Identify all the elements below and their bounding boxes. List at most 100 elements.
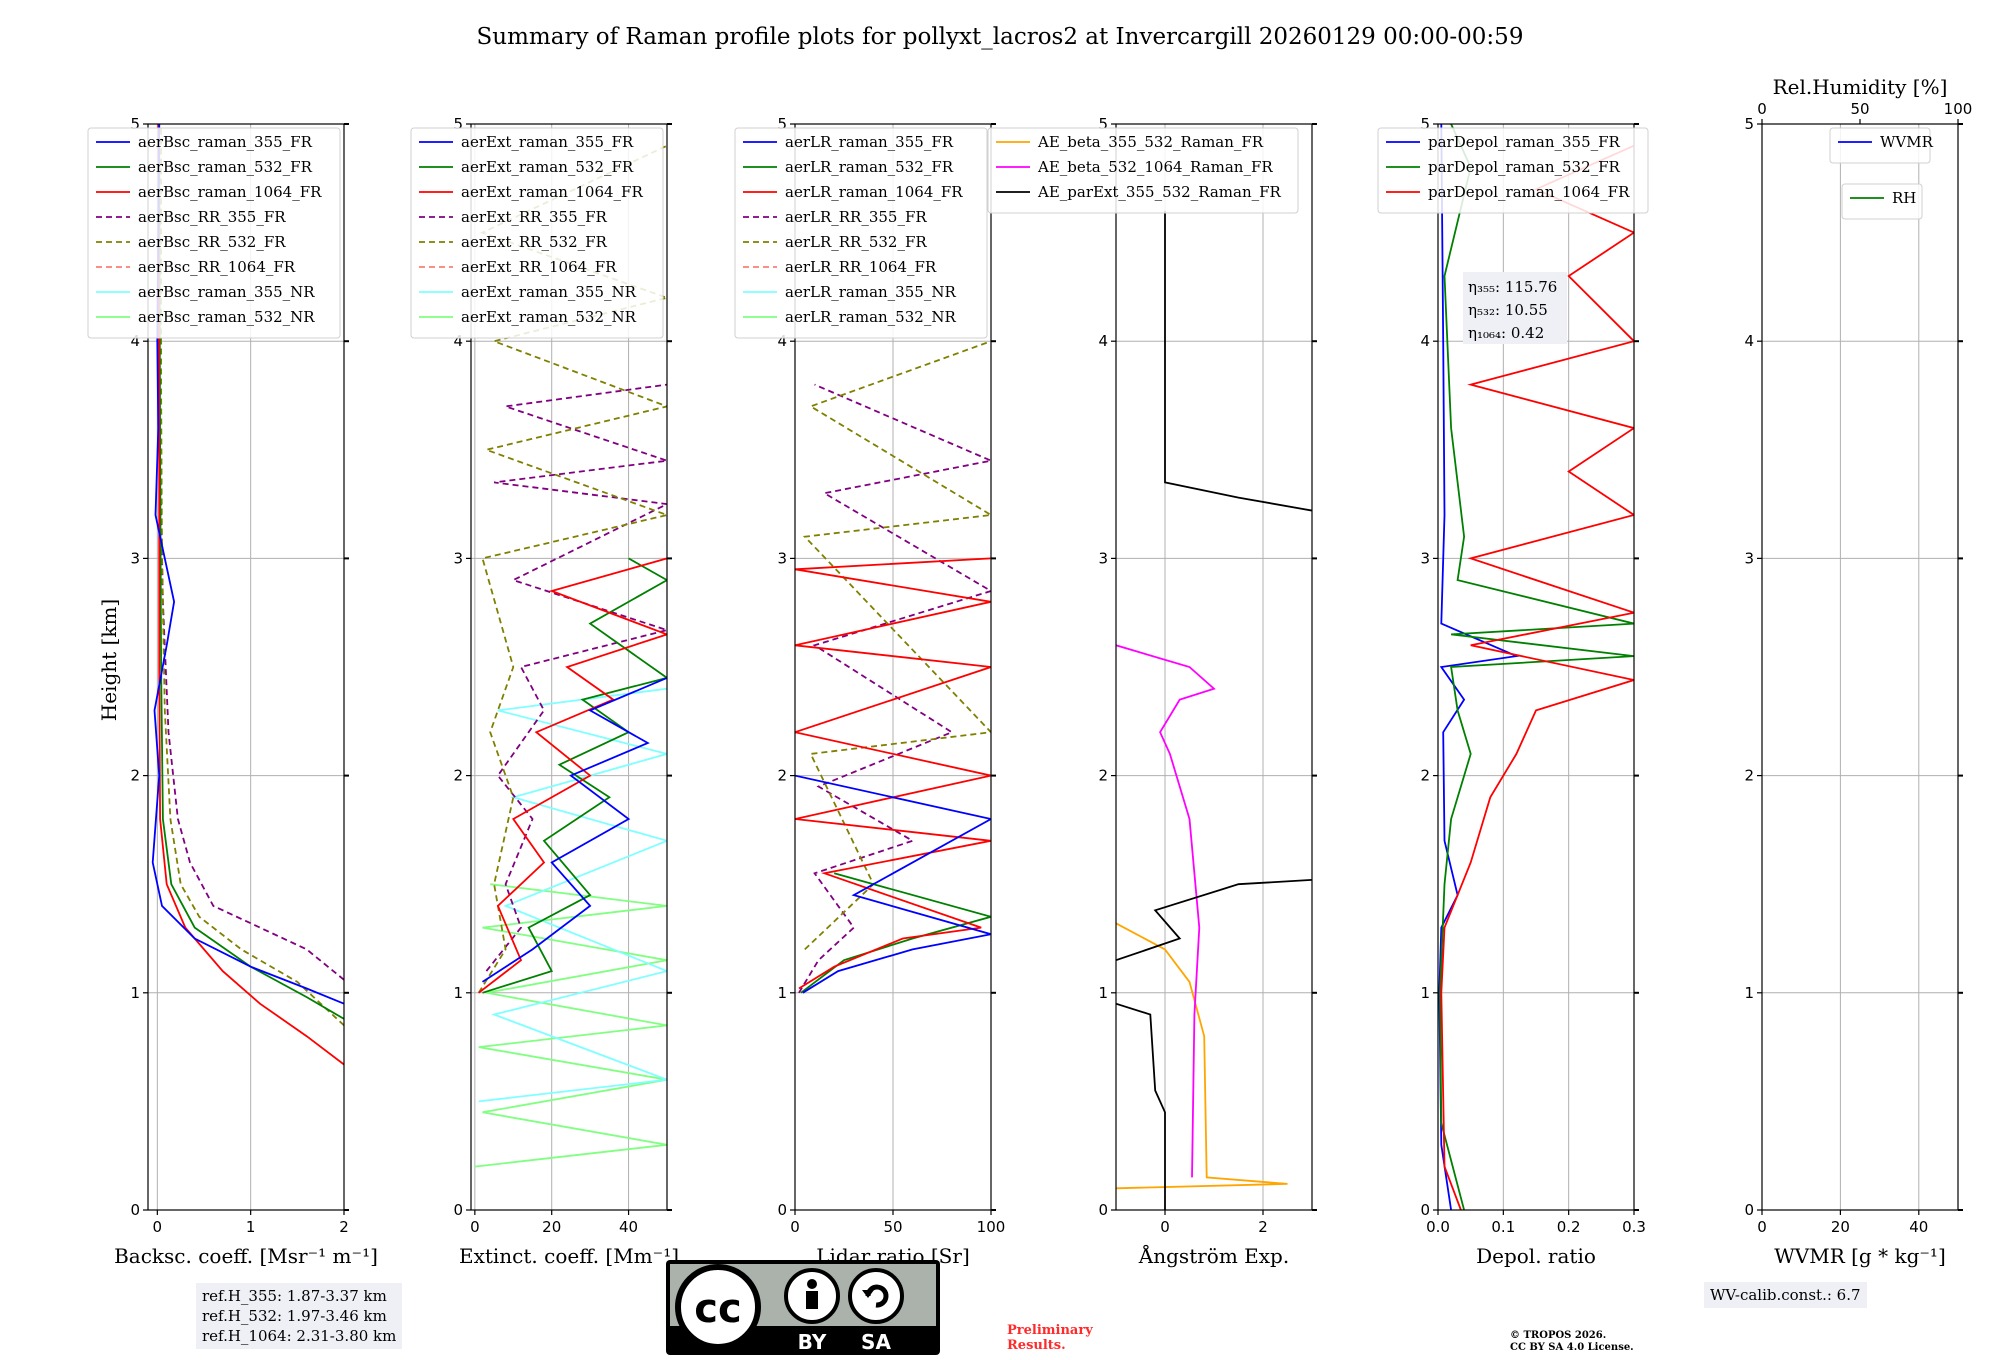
wv-calibration-box: WV-calib.const.: 6.7 (1704, 1282, 1867, 1308)
preliminary-note: Preliminary Results. (1007, 1323, 1093, 1353)
series-line (802, 340, 991, 951)
legend: WVMR (1829, 127, 1934, 164)
x-tick-label: 0.3 (1622, 1218, 1646, 1236)
legend-label: aerExt_raman_1064_FR (461, 183, 643, 201)
legend-label: aerExt_raman_355_NR (461, 283, 637, 301)
y-tick-label: 0 (777, 1201, 787, 1219)
y-tick-label: 1 (1744, 984, 1754, 1002)
legend: AE_beta_355_532_Raman_FR AE_beta_532_1064… (987, 127, 1299, 214)
x-tick-label: 100 (977, 1218, 1006, 1236)
x-axis-label: WVMR [g * kg⁻¹] (1774, 1244, 1946, 1268)
legend-label: aerExt_raman_532_FR (461, 158, 634, 176)
panel-dep: 0 1 2 3 4 5 0.0 0.1 0.2 0.3 Depol. ratio parDepol_r… (1377, 115, 1649, 1268)
series-line (798, 383, 991, 994)
figure-title: Summary of Raman profile plots for polly… (477, 24, 1524, 50)
x-tick-label: 2 (339, 1218, 349, 1236)
legend-label: RH (1892, 189, 1916, 207)
series-line (158, 124, 344, 981)
panel-ext: 0 1 2 3 4 5 0 20 40 Extinct. coeff. [Mm⁻¹] aerExt_… (410, 115, 679, 1268)
x-tick-label: 0.2 (1557, 1218, 1581, 1236)
series-line (1116, 644, 1216, 1178)
x-tick-label: 50 (883, 1218, 902, 1236)
y-tick-label: 2 (1420, 767, 1430, 785)
legend-label: aerLR_raman_355_FR (785, 133, 954, 151)
top-axis-label: Rel.Humidity [%] (1773, 75, 1948, 99)
series-group (474, 144, 667, 1168)
eta-value: η₃₅₅: 115.76 (1468, 278, 1557, 296)
sa-recycle-icon (848, 1268, 904, 1324)
y-tick-label: 4 (130, 332, 140, 350)
y-tick-label: 1 (453, 984, 463, 1002)
y-tick-label: 1 (130, 984, 140, 1002)
series-line (1440, 144, 1634, 1210)
legend-box (1829, 127, 1931, 164)
y-tick-label: 2 (130, 767, 140, 785)
x-tick-label: 0.1 (1491, 1218, 1515, 1236)
x-axis-label: Backsc. coeff. [Msr⁻¹ m⁻¹] (114, 1244, 378, 1268)
x-tick-label: 0 (1757, 1218, 1767, 1236)
legend-label: aerLR_raman_1064_FR (785, 183, 963, 201)
legend-label: aerExt_raman_532_NR (461, 308, 637, 326)
x-tick-label: 0 (153, 1218, 163, 1236)
y-tick-label: 3 (1420, 549, 1430, 567)
legend-label: aerLR_RR_1064_FR (785, 258, 937, 276)
y-tick-label: 5 (1098, 115, 1108, 133)
y-tick-label: 5 (130, 115, 140, 133)
series-group (1438, 124, 1634, 1210)
panel-bsc: 0 1 2 3 4 5 0 1 2 Backsc. coeff. [Msr⁻¹ m⁻¹] aerBs… (87, 115, 378, 1268)
x-tick-label: 20 (1831, 1218, 1850, 1236)
series-line (482, 677, 667, 983)
copyright-note: © TROPOS 2026. CC BY SA 4.0 License. (1510, 1330, 1634, 1354)
series-group (1116, 210, 1312, 1210)
legend-label: aerBsc_RR_355_FR (138, 208, 286, 226)
y-tick-label: 0 (1098, 1201, 1108, 1219)
y-tick-label: 0 (453, 1201, 463, 1219)
y-tick-label: 5 (1420, 115, 1430, 133)
annotation-box (1463, 272, 1567, 344)
legend-label: aerLR_RR_355_FR (785, 208, 927, 226)
cc-glyph-icon: cc (694, 1286, 741, 1332)
ref-height-355: ref.H_355: 1.87-3.37 km (202, 1287, 387, 1305)
series-group (151, 124, 344, 1066)
y-tick-label: 2 (1744, 767, 1754, 785)
series-line (800, 872, 991, 994)
x-tick-label: 1 (246, 1218, 256, 1236)
x-tick-label: 0 (1160, 1218, 1170, 1236)
x-tick-label: 20 (542, 1218, 561, 1236)
y-tick-label: 5 (777, 115, 787, 133)
y-axis-label: Height [km] (97, 599, 121, 721)
top-tick-label: 50 (1850, 100, 1869, 118)
copyright-line-1: © TROPOS 2026. (1510, 1330, 1607, 1341)
legend: parDepol_raman_355_FR parDepol_raman_532_… (1377, 127, 1649, 214)
legend-label: AE_beta_355_532_Raman_FR (1037, 133, 1264, 151)
legend-label: aerExt_raman_355_FR (461, 133, 634, 151)
legend-label: aerBsc_raman_1064_FR (138, 183, 322, 201)
series-line (478, 687, 667, 1103)
y-tick-label: 2 (777, 767, 787, 785)
y-tick-label: 4 (777, 332, 787, 350)
badge-by-label: BY (798, 1330, 827, 1354)
legend-label: aerLR_raman_532_FR (785, 158, 954, 176)
y-tick-label: 3 (453, 549, 463, 567)
y-tick-label: 0 (130, 1201, 140, 1219)
eta-annotation: η₃₅₅: 115.76 η₅₃₂: 10.55 η₁₀₆₄: 0.42 (1463, 272, 1567, 344)
series-line (477, 144, 667, 994)
legend-box (987, 127, 1299, 214)
series-line (1116, 922, 1288, 1190)
legend-label: AE_beta_532_1064_Raman_FR (1037, 158, 1273, 176)
y-tick-label: 4 (1744, 332, 1754, 350)
legend-label: aerLR_raman_355_NR (785, 283, 956, 301)
preliminary-line-1: Preliminary (1007, 1323, 1093, 1338)
x-axis-label: Depol. ratio (1476, 1244, 1596, 1268)
axes-frame (147, 123, 345, 1211)
y-tick-label: 3 (1098, 549, 1108, 567)
axes-frame (1115, 123, 1313, 1211)
x-tick-label: 0.0 (1426, 1218, 1450, 1236)
top-tick-label: 0 (1757, 100, 1767, 118)
legend-label: aerExt_RR_1064_FR (461, 258, 617, 276)
y-tick-label: 5 (1744, 115, 1754, 133)
y-tick-label: 3 (1744, 549, 1754, 567)
series-line (1116, 879, 1312, 962)
